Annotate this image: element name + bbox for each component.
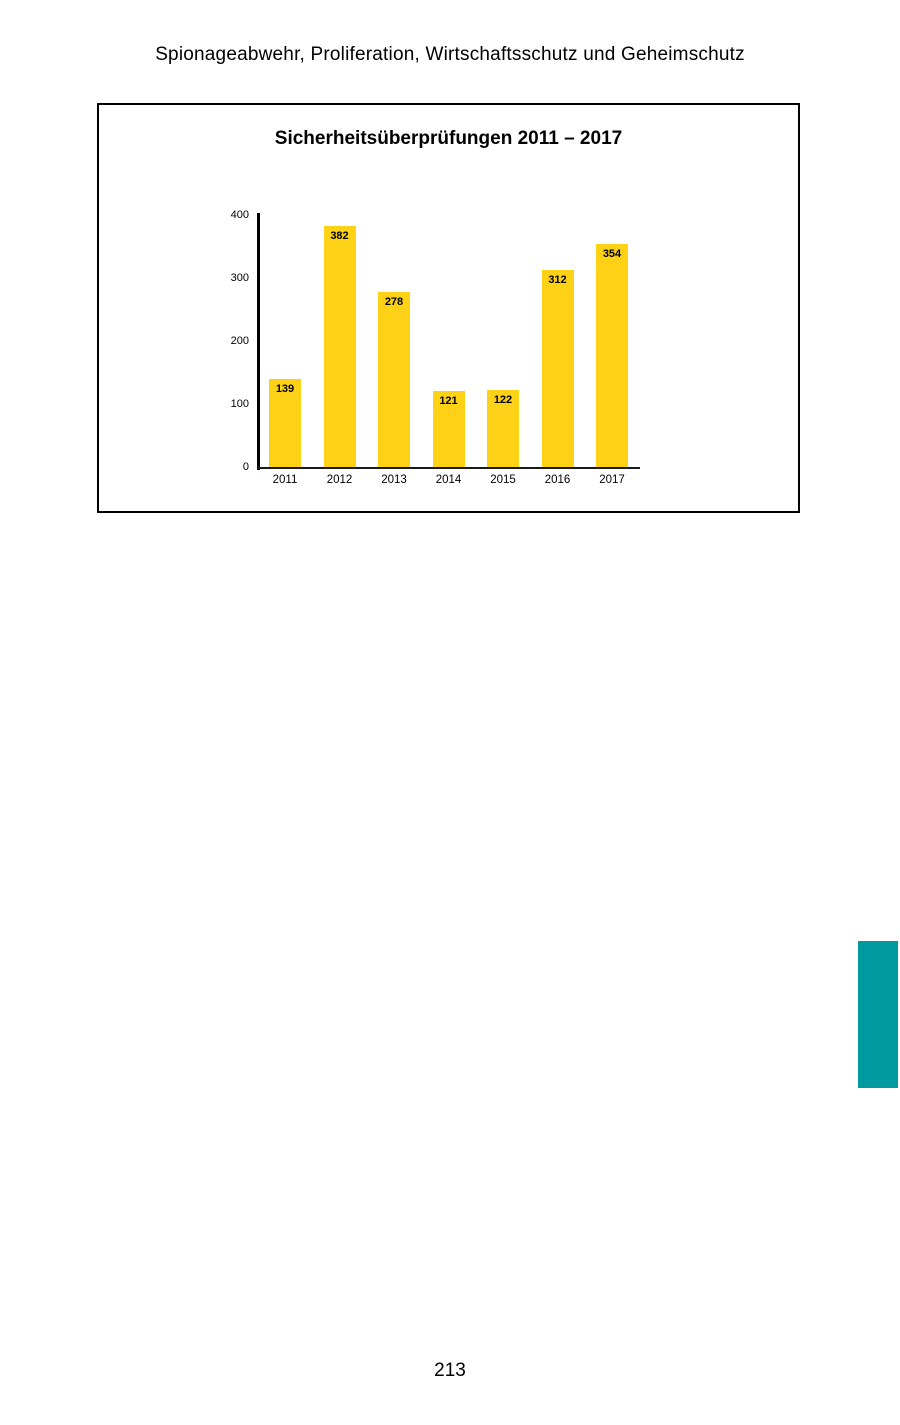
y-tick-label: 0 <box>242 461 249 473</box>
x-tick-label: 2012 <box>326 474 353 486</box>
page-number: 213 <box>434 1360 466 1381</box>
bar-2017: 354 <box>596 244 628 467</box>
bar-value-label: 139 <box>275 383 295 395</box>
bar-2011: 139 <box>269 379 301 467</box>
bar-2016: 312 <box>541 270 574 467</box>
bar-2015: 122 <box>487 390 519 467</box>
plot-area: 0 100 200 300 400 139 2011 382 2012 278 2013 121 201… <box>231 209 687 505</box>
x-tick-label: 2017 <box>599 474 625 486</box>
bar-value-label: 278 <box>384 296 404 308</box>
y-tick-label: 300 <box>230 272 249 284</box>
y-tick-label: 200 <box>230 335 249 347</box>
bar-2014: 121 <box>432 391 465 467</box>
page-header: Spionageabwehr, Proliferation, Wirtschaf… <box>155 44 745 65</box>
bar-2013: 278 <box>378 292 410 467</box>
bar-value-label: 121 <box>439 395 458 407</box>
bar-value-label: 382 <box>330 230 349 242</box>
x-axis-line <box>257 467 640 469</box>
bar-value-label: 122 <box>493 394 513 406</box>
section-tab <box>858 941 898 1088</box>
x-tick-label: 2016 <box>544 474 571 486</box>
y-tick-label: 100 <box>230 398 249 410</box>
y-axis-line <box>257 213 260 470</box>
x-tick-label: 2015 <box>490 474 516 486</box>
x-tick-label: 2014 <box>435 474 462 486</box>
chart-title: Sicherheitsüberprüfungen 2011 – 2017 <box>274 128 623 149</box>
bar-value-label: 354 <box>602 248 622 260</box>
bar-2012: 382 <box>323 226 356 467</box>
x-tick-label: 2013 <box>381 474 407 486</box>
chart-panel: Sicherheitsüberprüfungen 2011 – 2017 0 10… <box>97 103 800 513</box>
x-tick-label: 2011 <box>272 474 298 486</box>
bar-value-label: 312 <box>548 274 567 286</box>
y-tick-label: 400 <box>230 209 249 221</box>
